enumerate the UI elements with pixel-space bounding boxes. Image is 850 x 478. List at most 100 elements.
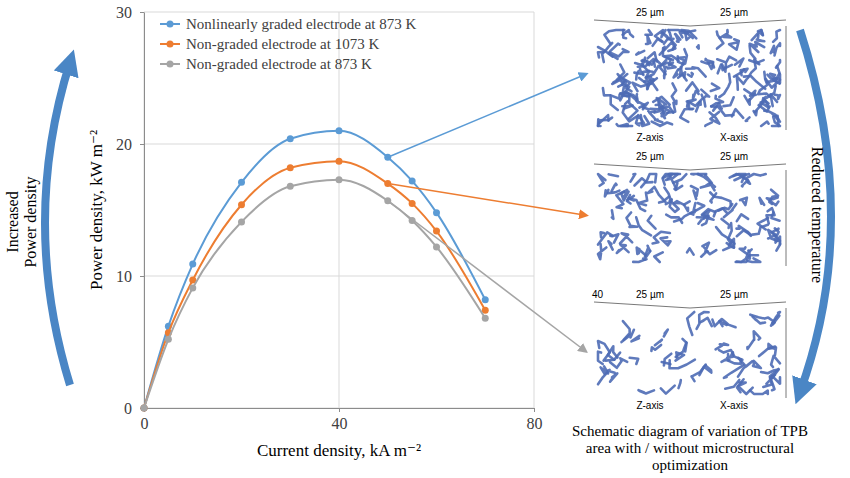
grid-line [534,12,535,408]
pore-structure [680,109,693,122]
pore-structure [746,174,766,182]
pore-structure [651,345,661,351]
pore-structure [737,230,751,236]
pore-structure [660,47,665,55]
pore-structure [666,215,682,223]
pore-structure [701,90,709,107]
pore-structure [602,43,612,62]
dimension-label: 25 µm [636,7,664,18]
figure: 010203004080Power density, kW m⁻²Current… [0,0,850,478]
pore-structure [655,30,666,42]
pore-structure [672,83,677,104]
arrow [45,62,70,385]
pore-structure [745,96,750,105]
pore-structure [675,34,680,42]
tick-mark [534,408,535,412]
pore-structure [710,193,716,202]
pore-structure [683,339,687,352]
pointer-arrow [388,75,584,157]
pore-structure [636,51,644,55]
pore-structure [623,101,638,121]
pore-structure [750,42,765,52]
pore-structure [608,191,620,194]
pore-structure [631,174,636,182]
legend-label: Non-graded electrode at 1073 K [186,36,379,52]
dimension-label: 25 µm [636,151,664,162]
pore-structure [759,100,770,111]
pore-structure [688,73,693,77]
grid [144,12,534,408]
legend-marker [167,41,174,48]
pore-structure [744,89,756,95]
dimension-label: 25 µm [720,7,748,18]
tick-mark [339,408,340,412]
pore-structure [735,59,744,67]
pore-structure [630,358,639,364]
pore-structure [719,74,730,97]
pore-structure [698,173,706,176]
pore-structure [664,330,668,337]
pore-structure [771,212,779,220]
pore-structure [648,78,657,88]
pore-structure [701,250,716,257]
dimension-label: 25 µm [720,151,748,162]
pore-structure [725,380,739,389]
pore-structure [646,30,652,35]
pore-structure [648,66,666,77]
pore-structure [608,346,618,360]
grid-line [144,12,145,408]
pore-structure [750,315,773,322]
pore-structure [664,188,671,205]
pore-structure [623,30,634,37]
caption-line: area with / without microstructural [586,440,794,456]
image-frame [594,20,786,130]
series-line [144,161,485,408]
pore-structure [635,178,653,185]
pore-structure [746,117,750,121]
pore-structure [617,124,633,126]
tick: 80 [527,408,543,432]
pore-structure [627,213,638,228]
tick-label: 10 [116,268,132,285]
data-point [287,135,294,142]
side-label: Increased [4,191,21,252]
pore-structure [612,184,617,192]
pore-structure [749,60,763,63]
legend-entry: Nonlinearly graded electrode at 873 K [160,16,416,32]
legend-marker [167,61,174,68]
pore-structure [729,39,739,49]
dimension-label: 25 µm [636,289,664,300]
tick-label: 20 [116,136,132,153]
pore-structure [773,116,778,126]
pore-structure [646,36,651,44]
pore-structure [750,390,768,394]
pore-structure [670,360,695,369]
pore-structure [632,336,640,342]
tick: 0 [141,408,149,432]
pore-structure [758,218,769,230]
pore-structure [643,71,649,78]
pore-structure [648,216,656,229]
pore-structure [661,237,671,245]
tick: 20 [116,136,144,153]
data-point [433,243,440,250]
pore-structure [711,84,720,91]
pore-structure [734,69,744,76]
dimension-label: 25 µm [720,289,748,300]
data-point [141,405,148,412]
pore-structure [613,74,627,82]
data-point [482,296,489,303]
pore-structure [737,251,750,262]
image-frame [594,164,786,266]
pore-structure [767,198,779,206]
pore-structure [612,210,614,219]
tick: 40 [332,408,348,432]
pore-structure [633,83,647,92]
data-point [336,158,343,165]
pore-structure [610,373,617,381]
pore-structure [730,174,743,180]
pore-structure [664,354,671,366]
pore-structure [758,85,770,97]
pore-structure [603,88,610,95]
data-point [409,200,416,207]
